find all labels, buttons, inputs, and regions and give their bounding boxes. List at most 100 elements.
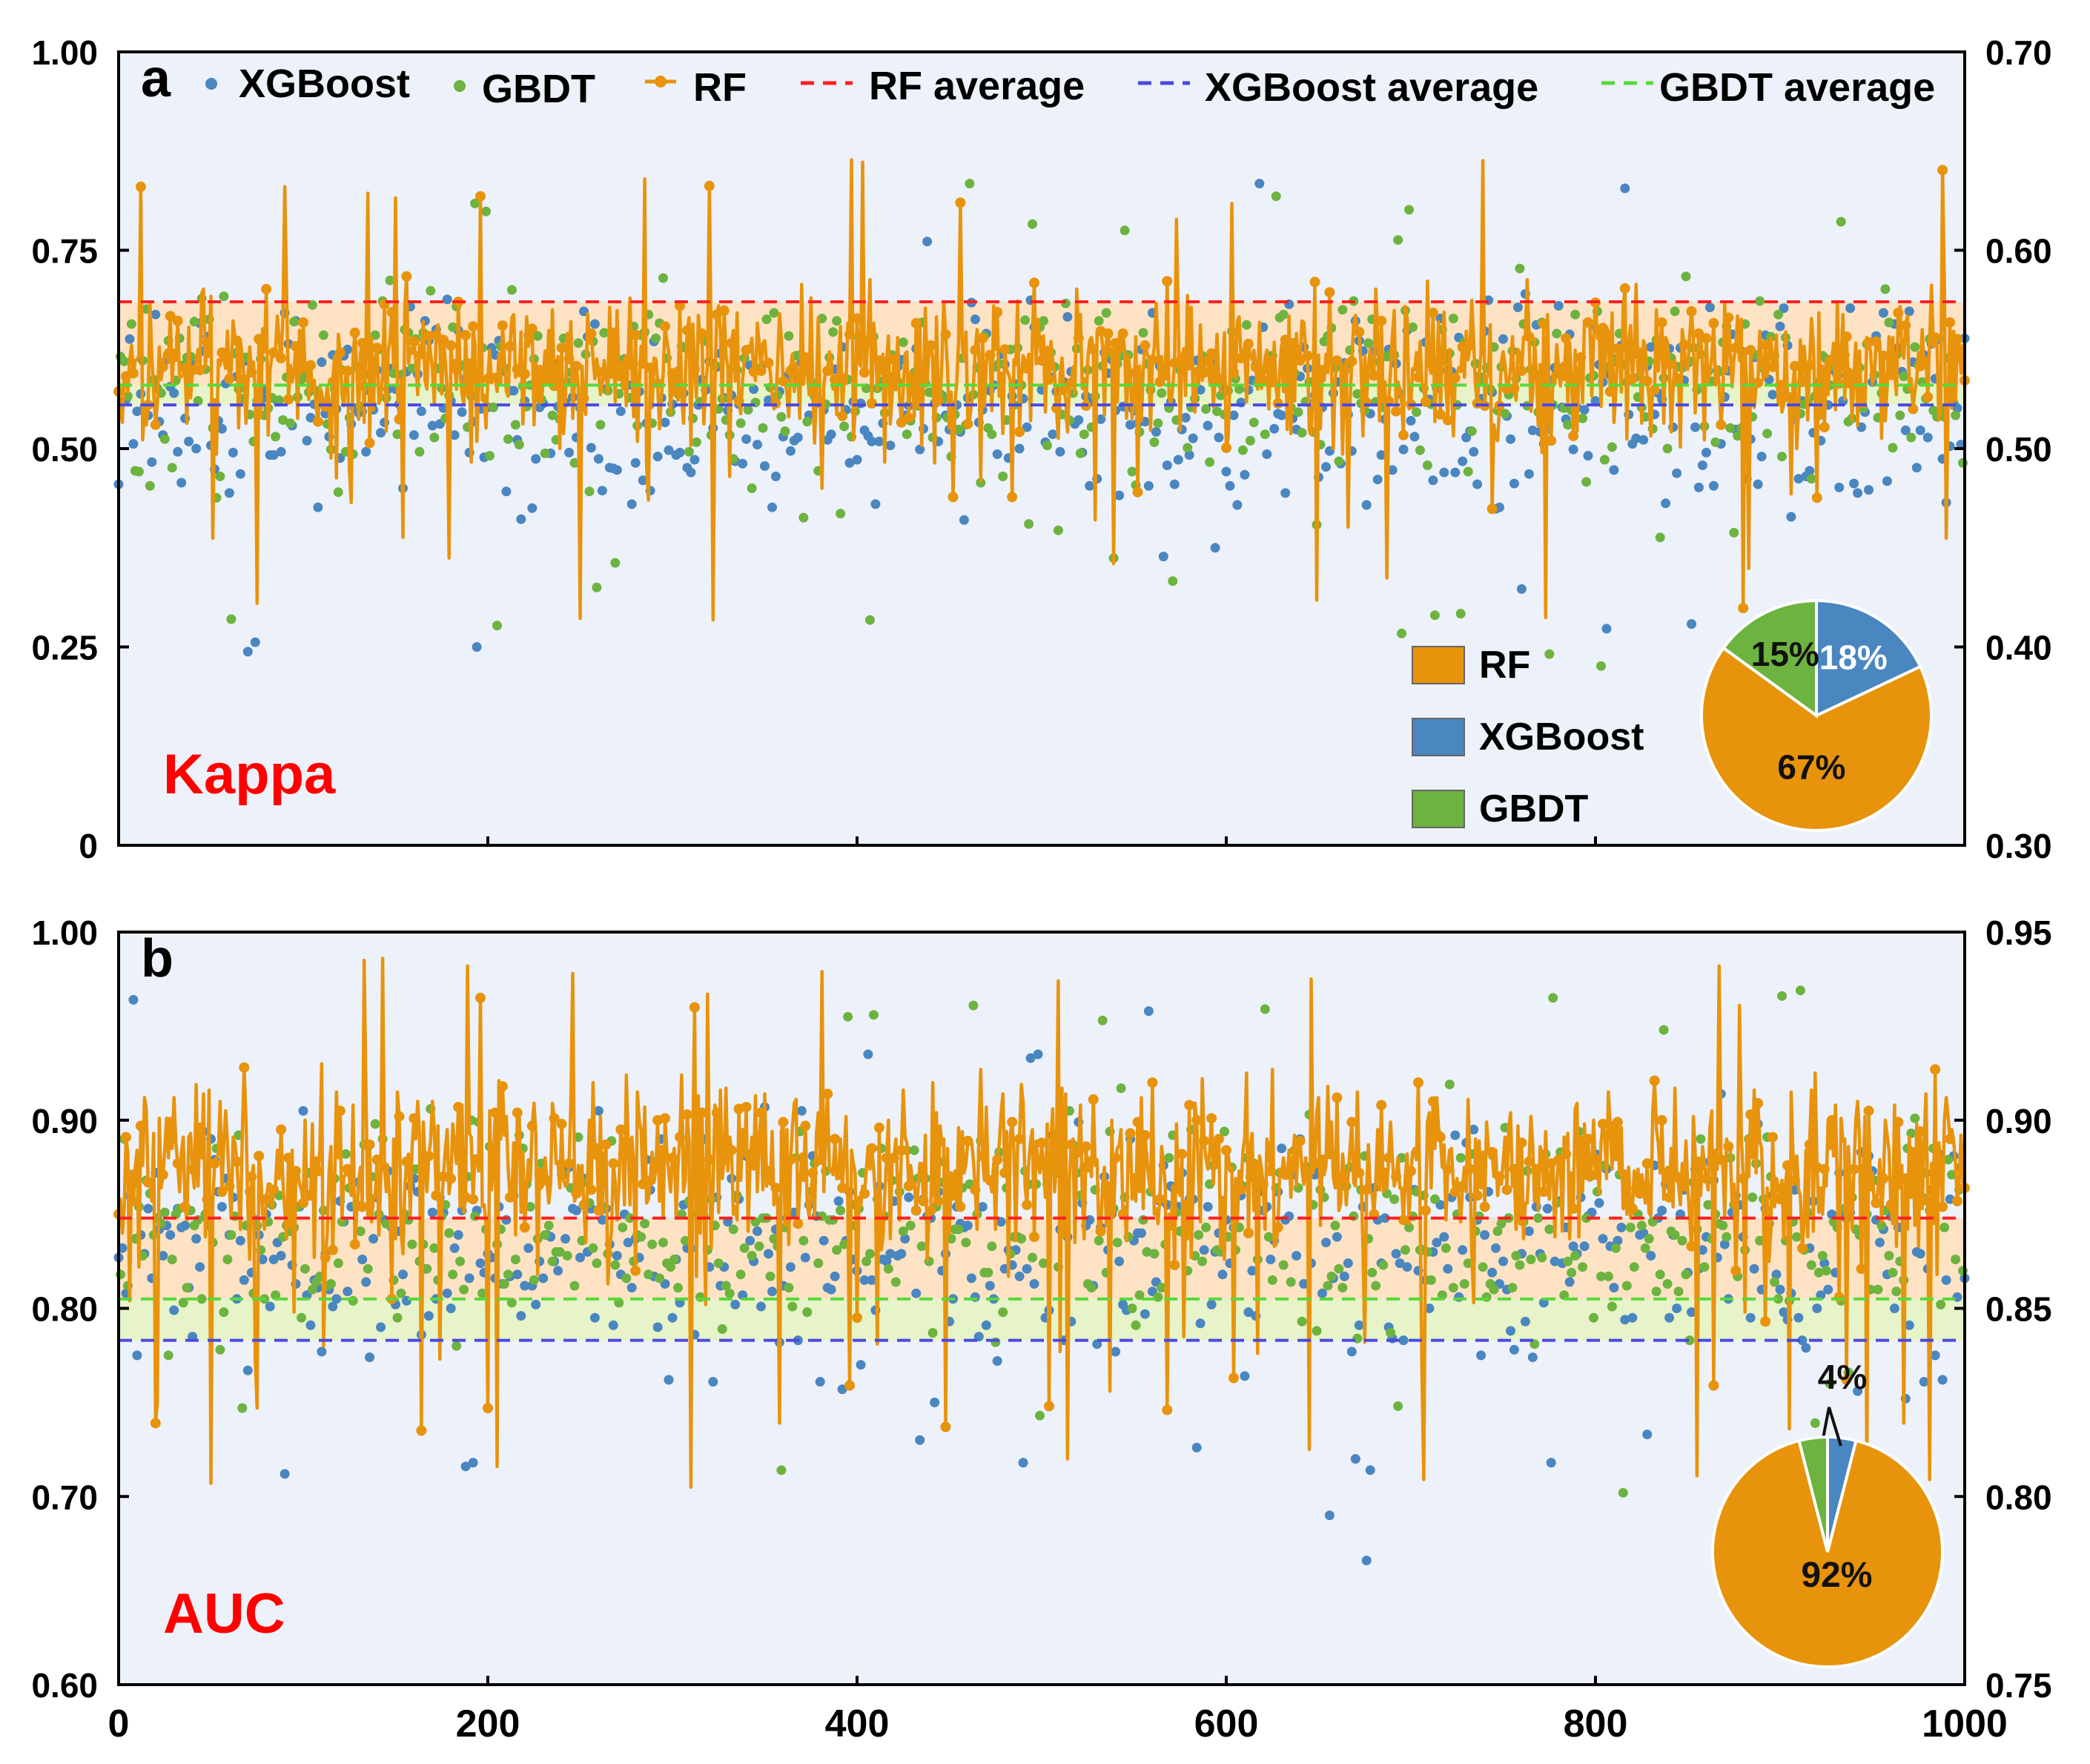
xgboost-point	[1096, 414, 1106, 424]
rf-point	[1435, 1132, 1446, 1143]
gbdt-point	[562, 1251, 572, 1261]
y-left-tick-label: 0.60	[31, 1666, 98, 1705]
rf-point	[1679, 339, 1690, 350]
xgboost-point	[361, 1277, 371, 1287]
rf-point	[1553, 363, 1564, 374]
rf-point	[1354, 326, 1365, 337]
rf-point	[704, 1154, 715, 1165]
xgboost-point	[1232, 500, 1243, 510]
rf-point	[1619, 283, 1630, 294]
gbdt-point	[802, 1307, 813, 1318]
rf-point	[1546, 435, 1557, 446]
rf-point	[1856, 1263, 1867, 1275]
rf-point	[696, 328, 707, 339]
rf-point	[334, 1106, 345, 1117]
gbdt-point	[1899, 371, 1909, 382]
rf-point	[615, 360, 626, 371]
panel-letter: a	[141, 49, 171, 108]
rf-point	[334, 347, 345, 358]
rf-point	[630, 330, 641, 340]
xgboost-point	[468, 1458, 478, 1468]
rf-point	[254, 1151, 265, 1161]
xgboost-point	[1432, 1238, 1442, 1248]
xgboost-point	[1014, 1271, 1025, 1281]
rf-point	[209, 1158, 220, 1169]
rf-point	[283, 394, 294, 405]
rf-point	[556, 343, 567, 354]
rf-point	[202, 337, 213, 348]
gbdt-point	[1936, 1299, 1946, 1309]
gbdt-point	[226, 614, 237, 624]
rf-point	[1524, 1156, 1535, 1167]
gbdt-point	[610, 1260, 621, 1270]
xgboost-point	[1143, 1006, 1154, 1017]
rf-point	[1102, 1180, 1114, 1192]
gbdt-point	[407, 1239, 417, 1249]
panel-a: 0 0.25 0.50 0.75 1.00 0.30 0.40 0.50 0.60 0.70 a Ka…	[31, 33, 2051, 865]
gbdt-point	[1371, 1281, 1381, 1291]
gbdt-point	[1677, 1235, 1687, 1246]
rf-point	[962, 418, 973, 429]
gbdt-point	[927, 1328, 938, 1338]
xgboost-point	[660, 417, 670, 428]
xgboost-point	[1524, 1226, 1534, 1236]
gbdt-point	[1278, 1260, 1289, 1270]
gbdt-point	[1097, 1015, 1108, 1025]
legend-gbdt-average-label: GBDT average	[1659, 65, 1935, 110]
xgboost-point	[1609, 1283, 1619, 1293]
xgboost-point	[1779, 303, 1789, 314]
xgboost-point	[1221, 466, 1231, 477]
rf-point	[1487, 503, 1498, 515]
gbdt-point	[1533, 1213, 1544, 1223]
gbdt-point	[573, 338, 583, 348]
rf-point	[1871, 1198, 1882, 1209]
xgboost-point	[992, 449, 1002, 459]
gbdt-point	[1681, 1269, 1691, 1280]
xgboost-point	[531, 454, 541, 464]
rf-point	[785, 366, 796, 377]
gbdt-point	[924, 387, 934, 397]
rf-point	[1302, 1171, 1313, 1182]
gbdt-point	[426, 285, 436, 296]
rf-point	[1280, 1169, 1291, 1180]
xgboost-point	[538, 1273, 549, 1284]
gbdt-point	[883, 1263, 893, 1274]
rf-point	[918, 1195, 929, 1206]
rf-point	[741, 1102, 752, 1112]
gbdt-point	[1042, 440, 1052, 451]
xgboost-point	[1173, 455, 1183, 465]
rf-point	[681, 1109, 692, 1120]
xgboost-point	[265, 1301, 275, 1312]
rf-point	[165, 1117, 176, 1128]
rf-point	[202, 1194, 213, 1205]
xgboost-point	[1240, 469, 1250, 480]
rf-point	[1036, 355, 1047, 366]
xgboost-point	[1450, 467, 1461, 478]
gbdt-point	[307, 1284, 317, 1295]
xgboost-point	[867, 436, 877, 446]
gbdt-point	[348, 1295, 358, 1306]
rf-point	[128, 368, 139, 379]
gbdt-point	[119, 356, 129, 366]
rf-point	[128, 1195, 139, 1206]
gbdt-point	[429, 1243, 440, 1253]
gbdt-point	[592, 1258, 602, 1269]
rf-point	[1095, 1226, 1106, 1237]
gbdt-point	[414, 446, 425, 457]
gbdt-point	[1500, 409, 1510, 419]
gbdt-point	[1662, 443, 1673, 454]
rf-point	[1804, 1139, 1815, 1150]
rf-point	[1464, 1163, 1475, 1175]
rf-point	[1169, 1260, 1180, 1271]
xgboost-point	[870, 499, 881, 509]
xgboost-point	[1937, 1375, 1948, 1385]
rf-point	[1398, 429, 1409, 440]
xgboost-point	[863, 1049, 873, 1060]
rf-point	[571, 360, 582, 371]
rf-point	[623, 1137, 634, 1149]
rf-point	[371, 1154, 383, 1165]
rf-point	[1413, 371, 1423, 383]
rf-point	[718, 305, 730, 316]
xgboost-point	[959, 515, 969, 525]
rf-point	[1561, 1149, 1572, 1160]
